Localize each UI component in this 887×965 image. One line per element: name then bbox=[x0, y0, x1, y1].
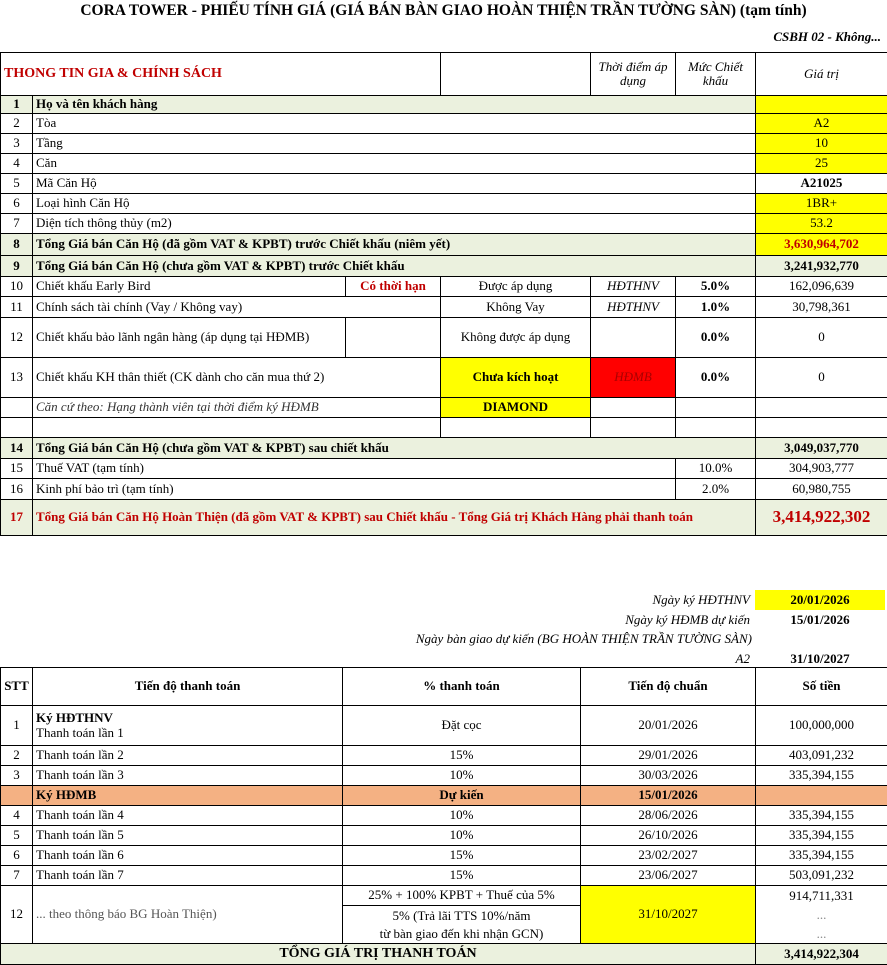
membership-tier: DIAMOND bbox=[441, 398, 591, 418]
unit-field[interactable]: 25 bbox=[756, 154, 887, 174]
payment-schedule: STT Tiến độ thanh toán % thanh toán Tiến… bbox=[0, 667, 887, 965]
area: 53.2 bbox=[756, 214, 887, 234]
final-row: 12... theo thông báo BG Hoàn Thiện)25% +… bbox=[1, 886, 887, 906]
date-value: 31/10/2027 bbox=[755, 651, 885, 667]
date-value[interactable]: 20/01/2026 bbox=[755, 590, 885, 610]
date-label: Ngày ký HĐMB dự kiến bbox=[625, 612, 750, 628]
section-title: THONG TIN GIA & CHÍNH SÁCH bbox=[1, 53, 441, 96]
list-price: 3,630,964,702 bbox=[756, 234, 887, 256]
membership-row: Căn cứ theo: Hạng thành viên tại thời đi… bbox=[1, 398, 887, 418]
policy-subtitle: CSBH 02 - Không... bbox=[773, 29, 881, 45]
unit-code: A21025 bbox=[756, 174, 887, 194]
price-before-tax: 3,241,932,770 bbox=[756, 256, 887, 277]
tower-field[interactable]: A2 bbox=[756, 114, 887, 134]
unit-type: 1BR+ bbox=[756, 194, 887, 214]
price-table: THONG TIN GIA & CHÍNH SÁCH Thời điểm áp … bbox=[0, 52, 887, 536]
date-label: Ngày ký HĐTHNV bbox=[653, 592, 751, 608]
col-time: Thời điểm áp dụng bbox=[591, 53, 676, 96]
col-rate: Mức Chiết khấu bbox=[676, 53, 756, 96]
customer-name-field[interactable] bbox=[756, 96, 887, 114]
floor-field[interactable]: 10 bbox=[756, 134, 887, 154]
col-value: Giá trị bbox=[756, 53, 887, 96]
date-label: A2 bbox=[736, 651, 750, 667]
page-title: CORA TOWER - PHIẾU TÍNH GIÁ (GIÁ BÁN BÀN… bbox=[0, 2, 887, 20]
loan-select[interactable]: Không Vay bbox=[441, 297, 591, 318]
date-value: 15/01/2026 bbox=[755, 612, 885, 628]
date-label: Ngày bàn giao dự kiến (BG HOÀN THIỆN TRẦ… bbox=[416, 631, 752, 647]
loyalty-status[interactable]: Chưa kích hoạt bbox=[441, 358, 591, 398]
